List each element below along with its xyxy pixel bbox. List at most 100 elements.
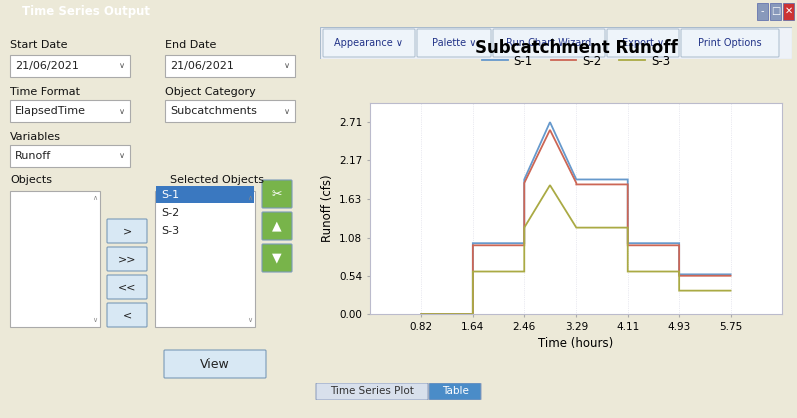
Text: ∧: ∧ bbox=[92, 195, 97, 201]
Text: Start Date: Start Date bbox=[10, 40, 68, 50]
S-1 bbox=[417, 311, 426, 316]
S-3 bbox=[674, 288, 684, 293]
S-2 bbox=[623, 243, 633, 248]
Text: ∨: ∨ bbox=[119, 107, 125, 115]
Text: ▼: ▼ bbox=[273, 252, 282, 265]
S-3 bbox=[674, 269, 684, 274]
FancyBboxPatch shape bbox=[320, 27, 792, 59]
Text: ∨: ∨ bbox=[92, 317, 97, 323]
Text: S-1: S-1 bbox=[161, 190, 179, 200]
FancyBboxPatch shape bbox=[165, 100, 295, 122]
Text: Export ∨: Export ∨ bbox=[622, 38, 664, 48]
FancyBboxPatch shape bbox=[607, 29, 679, 57]
FancyBboxPatch shape bbox=[10, 100, 130, 122]
Text: Time Format: Time Format bbox=[10, 87, 80, 97]
Text: ∨: ∨ bbox=[284, 61, 290, 71]
Text: Time Series Plot: Time Series Plot bbox=[330, 387, 414, 397]
Text: Objects: Objects bbox=[10, 175, 52, 185]
S-2 bbox=[726, 273, 736, 278]
S-2 bbox=[468, 311, 477, 316]
S-1 bbox=[545, 120, 555, 125]
Text: ElapsedTime: ElapsedTime bbox=[15, 106, 86, 116]
Legend: S-1, S-2, S-3: S-1, S-2, S-3 bbox=[477, 50, 675, 72]
Bar bbox=[783, 3, 794, 20]
FancyBboxPatch shape bbox=[107, 275, 147, 299]
Text: ∧: ∧ bbox=[247, 195, 253, 201]
S-1 bbox=[726, 272, 736, 277]
S-3 bbox=[520, 225, 529, 230]
Text: ∨: ∨ bbox=[119, 151, 125, 161]
S-1 bbox=[468, 241, 477, 246]
Text: Time Series Output: Time Series Output bbox=[22, 5, 150, 18]
Text: S-2: S-2 bbox=[161, 208, 179, 218]
S-2 bbox=[571, 181, 581, 186]
FancyBboxPatch shape bbox=[165, 55, 295, 77]
S-1 bbox=[520, 241, 529, 246]
S-1 bbox=[468, 311, 477, 316]
Text: Print Options: Print Options bbox=[698, 38, 762, 48]
Text: Object Category: Object Category bbox=[165, 87, 256, 97]
S-3 bbox=[571, 225, 581, 230]
FancyBboxPatch shape bbox=[10, 145, 130, 167]
S-2 bbox=[520, 243, 529, 248]
FancyBboxPatch shape bbox=[262, 244, 292, 272]
S-2 bbox=[674, 243, 684, 248]
S-3 bbox=[417, 311, 426, 316]
Text: <<: << bbox=[118, 282, 136, 292]
FancyBboxPatch shape bbox=[107, 247, 147, 271]
Text: ▲: ▲ bbox=[273, 219, 282, 232]
FancyBboxPatch shape bbox=[493, 29, 605, 57]
Title: Subcatchment Runoff: Subcatchment Runoff bbox=[475, 39, 677, 57]
S-1 bbox=[520, 177, 529, 182]
X-axis label: Time (hours): Time (hours) bbox=[539, 337, 614, 350]
FancyBboxPatch shape bbox=[10, 191, 100, 327]
S-2 bbox=[674, 273, 684, 278]
S-3 bbox=[571, 225, 581, 230]
Text: >>: >> bbox=[118, 254, 136, 264]
S-1 bbox=[623, 241, 633, 246]
S-3 bbox=[545, 183, 555, 188]
Text: ∨: ∨ bbox=[119, 61, 125, 71]
Text: □: □ bbox=[771, 6, 780, 16]
Line: S-3: S-3 bbox=[422, 185, 731, 314]
Text: Runoff: Runoff bbox=[15, 151, 51, 161]
S-2 bbox=[571, 182, 581, 187]
S-1 bbox=[571, 177, 581, 182]
Y-axis label: Runoff (cfs): Runoff (cfs) bbox=[320, 175, 334, 242]
S-1 bbox=[623, 177, 633, 182]
Text: Table: Table bbox=[442, 387, 469, 397]
FancyBboxPatch shape bbox=[107, 219, 147, 243]
FancyBboxPatch shape bbox=[323, 29, 415, 57]
Text: Variables: Variables bbox=[10, 132, 61, 142]
Text: >: > bbox=[123, 226, 132, 236]
Text: ✕: ✕ bbox=[784, 6, 792, 16]
Text: Selected Objects: Selected Objects bbox=[170, 175, 264, 185]
FancyBboxPatch shape bbox=[156, 186, 254, 203]
S-2 bbox=[623, 182, 633, 187]
Text: -: - bbox=[761, 6, 764, 16]
S-1 bbox=[674, 272, 684, 277]
FancyBboxPatch shape bbox=[10, 55, 130, 77]
Bar bbox=[757, 3, 768, 20]
S-3 bbox=[623, 225, 633, 230]
S-2 bbox=[417, 311, 426, 316]
Text: ✂: ✂ bbox=[272, 188, 282, 201]
Text: S-3: S-3 bbox=[161, 226, 179, 236]
S-2 bbox=[545, 127, 555, 133]
FancyBboxPatch shape bbox=[107, 303, 147, 327]
S-2 bbox=[520, 181, 529, 186]
Text: ∨: ∨ bbox=[247, 317, 253, 323]
FancyBboxPatch shape bbox=[681, 29, 779, 57]
Text: End Date: End Date bbox=[165, 40, 216, 50]
FancyBboxPatch shape bbox=[262, 180, 292, 208]
S-1 bbox=[571, 177, 581, 182]
Bar bbox=[770, 3, 781, 20]
Text: Appearance ∨: Appearance ∨ bbox=[335, 38, 403, 48]
Text: View: View bbox=[200, 357, 230, 370]
S-3 bbox=[623, 269, 633, 274]
Text: ∨: ∨ bbox=[284, 107, 290, 115]
S-1 bbox=[674, 241, 684, 246]
FancyBboxPatch shape bbox=[164, 350, 266, 378]
FancyBboxPatch shape bbox=[417, 29, 491, 57]
Text: Palette ∨: Palette ∨ bbox=[432, 38, 476, 48]
